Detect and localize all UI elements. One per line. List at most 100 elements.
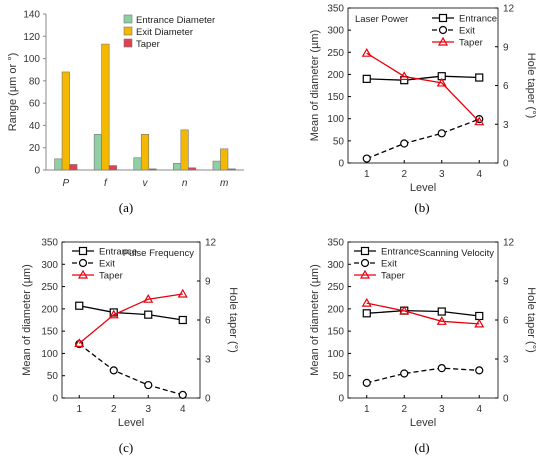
y2-tick-label: 6 bbox=[205, 316, 211, 327]
marker-square bbox=[109, 308, 118, 317]
y-tick-label: 150 bbox=[41, 327, 58, 338]
caption-a: (a) bbox=[119, 200, 133, 215]
y-tick-label: 0 bbox=[338, 159, 344, 170]
y-tick-label: 80 bbox=[29, 76, 41, 87]
y-axis-label: Mean of diameter (µm) bbox=[21, 264, 33, 375]
chart-title: Scanning Velocity bbox=[419, 248, 494, 259]
marker-circle bbox=[362, 154, 371, 163]
marker-circle bbox=[400, 139, 409, 148]
legend-swatch bbox=[123, 14, 133, 24]
series-line-entrance bbox=[366, 309, 480, 317]
y-tick-label: 250 bbox=[327, 282, 344, 293]
y-tick-label: 100 bbox=[41, 349, 58, 360]
y2-tick-label: 0 bbox=[205, 394, 211, 405]
bar-entrance-diameter bbox=[212, 160, 221, 171]
legend-entry: Entrance bbox=[99, 247, 137, 258]
y-tick-label: 350 bbox=[327, 4, 344, 15]
y-tick-label: 120 bbox=[23, 32, 40, 43]
marker-triangle bbox=[74, 338, 85, 347]
series-line-taper bbox=[366, 52, 480, 123]
x-tick-label: 1 bbox=[364, 169, 370, 180]
legend-swatch bbox=[123, 38, 133, 48]
y2-tick-label: 9 bbox=[503, 42, 509, 53]
marker-triangle bbox=[77, 269, 89, 279]
legend-entry: Entrance Diameter bbox=[136, 15, 215, 26]
marker-square bbox=[75, 301, 84, 310]
marker-square bbox=[78, 246, 88, 256]
y-tick-label: 100 bbox=[23, 54, 40, 65]
legend-entry: Taper bbox=[459, 38, 483, 49]
y-tick-label: 200 bbox=[41, 304, 58, 315]
marker-circle bbox=[178, 390, 187, 399]
bar-exit-diameter bbox=[61, 71, 70, 171]
x-tick-label: 3 bbox=[439, 404, 445, 415]
y-tick-label: 250 bbox=[327, 48, 344, 59]
chart-title: Laser Power bbox=[355, 14, 408, 25]
x-tick-label: 4 bbox=[180, 404, 186, 415]
marker-triangle bbox=[399, 71, 410, 81]
x-tick-label: n bbox=[182, 178, 188, 189]
x-tick-label: P bbox=[62, 178, 69, 189]
marker-circle bbox=[109, 366, 118, 375]
x-tick-label: m bbox=[220, 178, 228, 189]
marker-circle bbox=[437, 129, 446, 138]
y2-axis-label: Hole taper (°) bbox=[227, 287, 239, 353]
y-axis-label: Range (μm or °) bbox=[7, 53, 19, 132]
y2-tick-label: 0 bbox=[503, 394, 509, 405]
y-tick-label: 350 bbox=[327, 238, 344, 249]
caption-c: (c) bbox=[119, 440, 133, 455]
bar-taper bbox=[148, 168, 157, 171]
bar-taper bbox=[227, 168, 236, 171]
marker-circle bbox=[78, 258, 88, 268]
chart-title: Pulse Frequency bbox=[123, 248, 195, 259]
series-line-exit bbox=[366, 367, 480, 384]
series-line-exit bbox=[366, 118, 480, 160]
y-axis-label: Mean of diameter (µm) bbox=[309, 264, 321, 375]
bar-exit-diameter bbox=[140, 134, 150, 171]
bar-entrance-diameter bbox=[93, 134, 102, 171]
y2-tick-label: 12 bbox=[503, 238, 515, 249]
y-tick-label: 50 bbox=[47, 371, 59, 382]
y-tick-label: 100 bbox=[327, 114, 344, 125]
y-tick-label: 300 bbox=[327, 26, 344, 37]
x-tick-label: 4 bbox=[476, 404, 482, 415]
marker-circle bbox=[437, 364, 446, 373]
marker-triangle bbox=[359, 269, 371, 279]
marker-square bbox=[362, 74, 371, 83]
y-tick-label: 350 bbox=[41, 238, 58, 249]
marker-circle bbox=[362, 378, 371, 387]
legend-swatch bbox=[123, 26, 133, 36]
y2-tick-label: 0 bbox=[503, 159, 509, 170]
x-axis-label: Level bbox=[118, 417, 144, 429]
marker-triangle bbox=[361, 47, 372, 57]
y-tick-label: 250 bbox=[41, 282, 58, 293]
y-tick-label: 20 bbox=[29, 143, 41, 154]
y2-axis-label: Hole taper (°) bbox=[525, 287, 537, 353]
marker-square bbox=[475, 73, 484, 82]
marker-circle bbox=[438, 25, 448, 35]
marker-circle bbox=[144, 380, 153, 390]
marker-triangle bbox=[399, 305, 410, 315]
marker-triangle bbox=[177, 288, 188, 298]
y2-tick-label: 3 bbox=[503, 355, 509, 366]
bar-entrance-diameter bbox=[173, 163, 182, 171]
marker-square bbox=[475, 311, 484, 321]
legend-entry: Exit bbox=[459, 26, 475, 37]
marker-circle bbox=[400, 369, 409, 378]
marker-square bbox=[178, 315, 187, 325]
marker-triangle bbox=[474, 116, 485, 126]
marker-triangle bbox=[437, 36, 449, 46]
y-tick-label: 50 bbox=[333, 371, 345, 382]
marker-square bbox=[362, 309, 371, 318]
x-axis-label: Level bbox=[410, 417, 436, 429]
marker-triangle bbox=[143, 293, 154, 303]
legend-entry: Entrance bbox=[459, 14, 497, 25]
y-tick-label: 60 bbox=[29, 99, 41, 110]
y2-tick-label: 3 bbox=[503, 120, 509, 131]
y-tick-label: 0 bbox=[52, 394, 58, 405]
bar-entrance-diameter bbox=[133, 157, 142, 171]
